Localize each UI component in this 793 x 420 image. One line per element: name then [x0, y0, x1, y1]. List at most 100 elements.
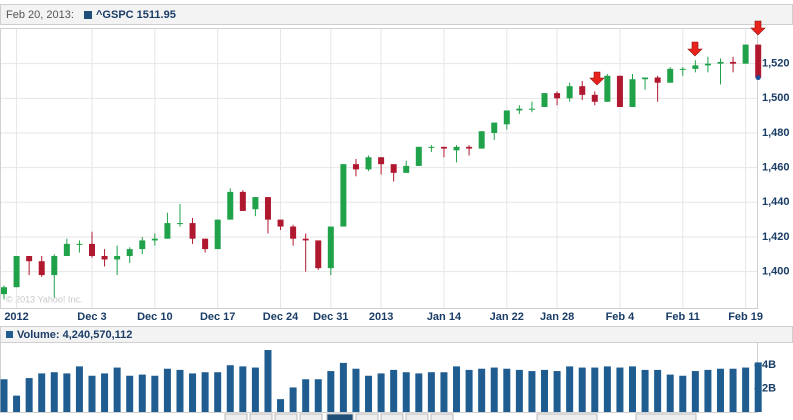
- y-tick-label: 1,480: [762, 127, 790, 139]
- y-tick-label: 4B: [762, 359, 776, 371]
- volume-bar: [566, 366, 574, 412]
- volume-bar: [553, 371, 561, 412]
- x-tick-label: Feb 11: [666, 311, 700, 323]
- volume-bar: [616, 367, 624, 412]
- volume-bar: [591, 367, 599, 412]
- candle-body: [290, 226, 297, 239]
- volume-swatch: [6, 331, 13, 338]
- candle-body: [503, 110, 510, 125]
- x-tick-label: Dec 31: [313, 311, 348, 323]
- marks: 1,400 1,420 1,440 1,460 1,480 1,500 1,520 2012 D…: [0, 29, 790, 412]
- y-tick-label: 1,400: [762, 266, 790, 278]
- volume-bar: [151, 375, 159, 412]
- volume-bar: [0, 379, 8, 412]
- toolbar-button[interactable]: [326, 413, 354, 420]
- volume-bar: [427, 372, 435, 412]
- candle-body: [252, 197, 259, 210]
- volume-bar: [352, 368, 360, 412]
- toolbar-button[interactable]: [355, 413, 379, 420]
- candle-body: [516, 108, 523, 111]
- candle-body: [579, 86, 586, 95]
- volume-bar: [453, 366, 461, 412]
- event-arrow[interactable]: [687, 41, 703, 57]
- volume-bar: [289, 387, 297, 412]
- candle-body: [13, 256, 20, 288]
- volume-bar: [75, 366, 83, 412]
- volume-bar: [528, 371, 536, 412]
- volume-bar: [503, 368, 511, 412]
- volume-bar: [666, 374, 674, 412]
- candle-body: [315, 240, 322, 269]
- y-tick-label: 1,440: [762, 196, 790, 208]
- candle-body: [704, 63, 711, 66]
- candle-body: [101, 256, 108, 260]
- volume-bar: [50, 372, 58, 412]
- x-tick-label: 2013: [369, 311, 393, 323]
- volume-bar: [13, 395, 21, 412]
- candle-body: [453, 146, 460, 151]
- candle-body: [176, 223, 183, 225]
- toolbar-button[interactable]: [536, 413, 598, 420]
- toolbar-button[interactable]: [299, 413, 323, 420]
- candle-body: [139, 240, 146, 250]
- toolbar-button[interactable]: [249, 413, 273, 420]
- candle-body: [239, 191, 246, 211]
- toolbar-button[interactable]: [635, 413, 697, 420]
- event-arrow[interactable]: [589, 71, 605, 86]
- volume-bar: [578, 367, 586, 412]
- legend-swatch: [84, 11, 92, 19]
- volume-bar: [314, 379, 322, 412]
- y-tick-label: 1,420: [762, 231, 790, 243]
- volume-bar: [390, 369, 398, 412]
- volume-bar: [138, 374, 146, 412]
- volume-bar: [629, 366, 636, 412]
- candle-body: [1, 287, 7, 295]
- volume-bar: [415, 373, 423, 412]
- volume-bar: [176, 369, 184, 412]
- volume-bar: [603, 366, 611, 412]
- toolbar-button[interactable]: [274, 413, 298, 420]
- candle-body: [566, 86, 573, 99]
- candle-body: [415, 146, 422, 166]
- legend-entry: ^GSPC 1511.95: [96, 9, 176, 21]
- candle-body: [692, 65, 699, 69]
- x-tick-label: Dec 24: [263, 311, 299, 323]
- toolbar-button[interactable]: [224, 413, 248, 420]
- candle-body: [717, 61, 724, 64]
- volume-bar: [25, 378, 33, 412]
- last-close: 1511.95: [137, 9, 176, 21]
- volume-bar: [679, 375, 687, 412]
- candle-body: [440, 146, 447, 149]
- candle-body: [277, 219, 284, 227]
- x-tick-label: Dec 10: [137, 311, 172, 323]
- toolbar: [224, 413, 697, 420]
- candle-body: [189, 223, 196, 239]
- volume-bar: [729, 368, 737, 412]
- candle-body: [654, 77, 661, 83]
- x-tick-label: 2012: [4, 311, 28, 323]
- candle-body: [679, 68, 686, 70]
- volume-bar: [101, 373, 109, 412]
- volume-bar: [38, 373, 46, 412]
- event-arrows: [589, 20, 766, 86]
- candle-body: [591, 94, 598, 102]
- event-arrow[interactable]: [750, 20, 766, 36]
- y-tick-label: 1,520: [762, 58, 790, 70]
- toolbar-button[interactable]: [380, 413, 404, 420]
- candle-body: [63, 243, 70, 257]
- candle-body: [202, 238, 209, 250]
- candle-body: [26, 256, 33, 262]
- candle-body: [616, 75, 623, 107]
- volume-bar: [754, 362, 762, 412]
- toolbar-button[interactable]: [430, 413, 454, 420]
- volume-bar: [490, 367, 498, 412]
- candle-body: [667, 68, 674, 83]
- x-tick-label: Dec 17: [200, 311, 235, 323]
- volume-bar: [214, 372, 222, 412]
- toolbar-button[interactable]: [405, 413, 429, 420]
- volume-bar: [277, 399, 285, 412]
- candle-body: [604, 75, 611, 102]
